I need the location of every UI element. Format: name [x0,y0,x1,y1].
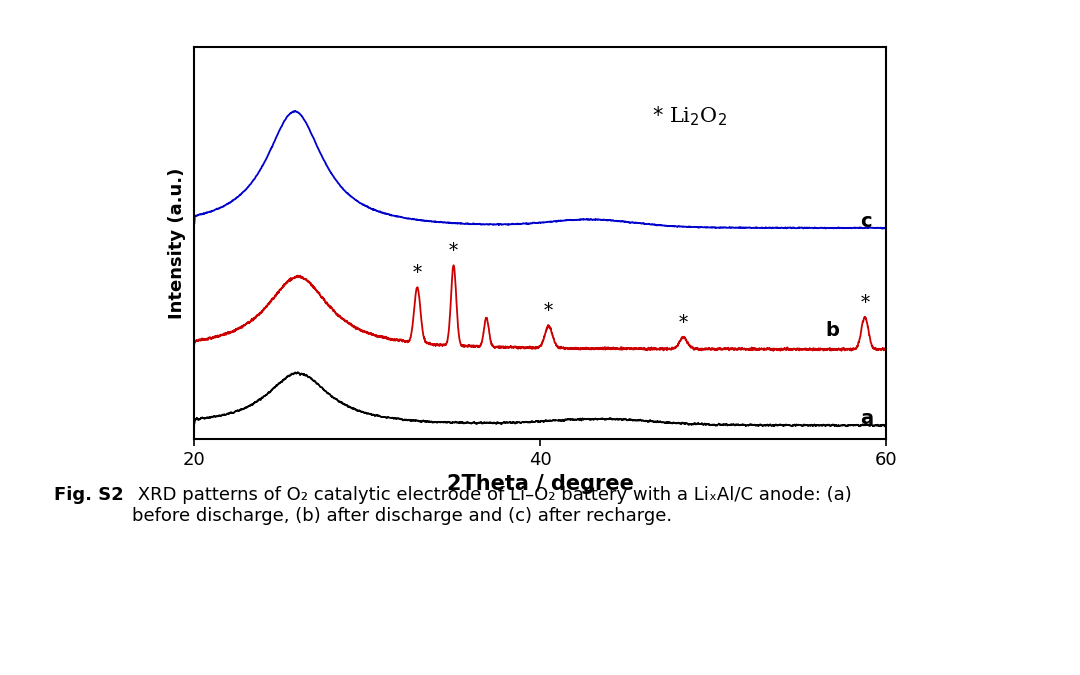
Text: b: b [825,321,839,340]
Text: c: c [860,211,872,231]
Text: *: * [413,264,422,282]
Text: *: * [679,314,688,332]
Text: *: * [861,294,869,312]
Text: XRD patterns of O₂ catalytic electrode of Li–O₂ battery with a LiₓAl/C anode: (a: XRD patterns of O₂ catalytic electrode o… [132,486,851,524]
Y-axis label: Intensity (a.u.): Intensity (a.u.) [168,167,186,319]
Text: *: * [544,302,553,321]
Text: Fig. S2: Fig. S2 [54,486,124,504]
Text: *: * [449,242,458,260]
X-axis label: 2Theta / degree: 2Theta / degree [446,474,634,494]
Text: a: a [860,409,873,428]
Text: $*$ Li$_2$O$_2$: $*$ Li$_2$O$_2$ [652,104,727,128]
